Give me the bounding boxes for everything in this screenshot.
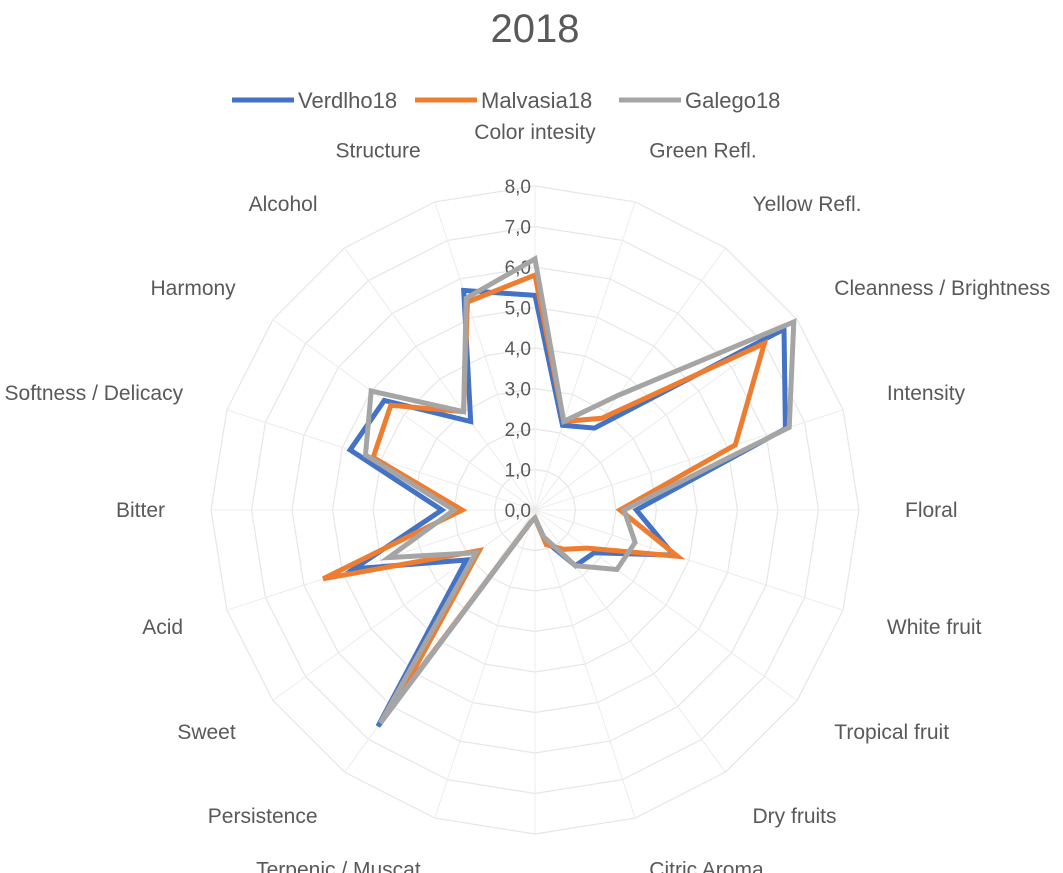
category-label: Acid <box>142 616 183 639</box>
category-label: Sweet <box>177 721 236 744</box>
category-label: Cleanness / Brightness <box>834 277 1050 300</box>
category-label: Bitter <box>116 499 165 522</box>
category-label: Tropical fruit <box>834 721 949 744</box>
tick-label: 4,0 <box>505 339 531 360</box>
grid-spoke <box>534 509 726 773</box>
radial-ticks: 0,01,02,03,04,05,06,07,08,0 <box>505 177 531 522</box>
tick-label: 0,0 <box>505 501 531 522</box>
grid-spoke <box>534 509 636 819</box>
category-label: Terpenic / Muscat <box>256 859 421 873</box>
grid-spoke <box>434 201 536 511</box>
category-label: Intensity <box>887 382 966 405</box>
series-line <box>362 254 797 725</box>
grid-spoke <box>534 509 844 611</box>
category-labels: Color intesity Green Refl. Yellow Refl. Cle… <box>5 121 1051 873</box>
tick-label: 8,0 <box>505 177 531 198</box>
grid-spoke <box>534 319 798 511</box>
grid-spoke <box>344 247 536 511</box>
grid-spoke <box>534 247 726 511</box>
category-label: Harmony <box>150 277 236 300</box>
chart-title: 2018 <box>491 7 580 51</box>
tick-label: 1,0 <box>505 461 531 482</box>
legend: Verdlho18 Malvasia18 Galego18 <box>232 88 780 113</box>
grid-spoke <box>534 409 844 511</box>
category-label: Color intesity <box>474 121 596 144</box>
grid-spoke <box>272 319 536 511</box>
grid-spoke <box>272 509 536 701</box>
tick-label: 2,0 <box>505 420 531 441</box>
series-layer <box>322 254 797 728</box>
tick-label: 7,0 <box>505 218 531 239</box>
grid-spoke <box>534 201 636 511</box>
tick-label: 3,0 <box>505 380 531 401</box>
category-label: Structure <box>335 140 420 163</box>
category-label: Green Refl. <box>649 140 756 163</box>
category-label: Yellow Refl. <box>753 193 862 216</box>
category-label: Citric Aroma <box>649 859 764 873</box>
radar-grid <box>210 185 860 835</box>
category-label: Softness / Delicacy <box>5 382 184 405</box>
tick-label: 5,0 <box>505 299 531 320</box>
category-label: Floral <box>905 499 958 522</box>
category-label: White fruit <box>887 616 982 639</box>
grid-spoke <box>434 509 536 819</box>
grid-spoke <box>226 509 536 611</box>
category-label: Persistence <box>208 805 318 828</box>
legend-label: Galego18 <box>685 88 780 113</box>
grid-spoke <box>534 509 798 701</box>
category-label: Alcohol <box>249 193 318 216</box>
legend-label: Malvasia18 <box>481 88 592 113</box>
category-label: Dry fruits <box>753 805 837 828</box>
legend-label: Verdlho18 <box>298 88 397 113</box>
